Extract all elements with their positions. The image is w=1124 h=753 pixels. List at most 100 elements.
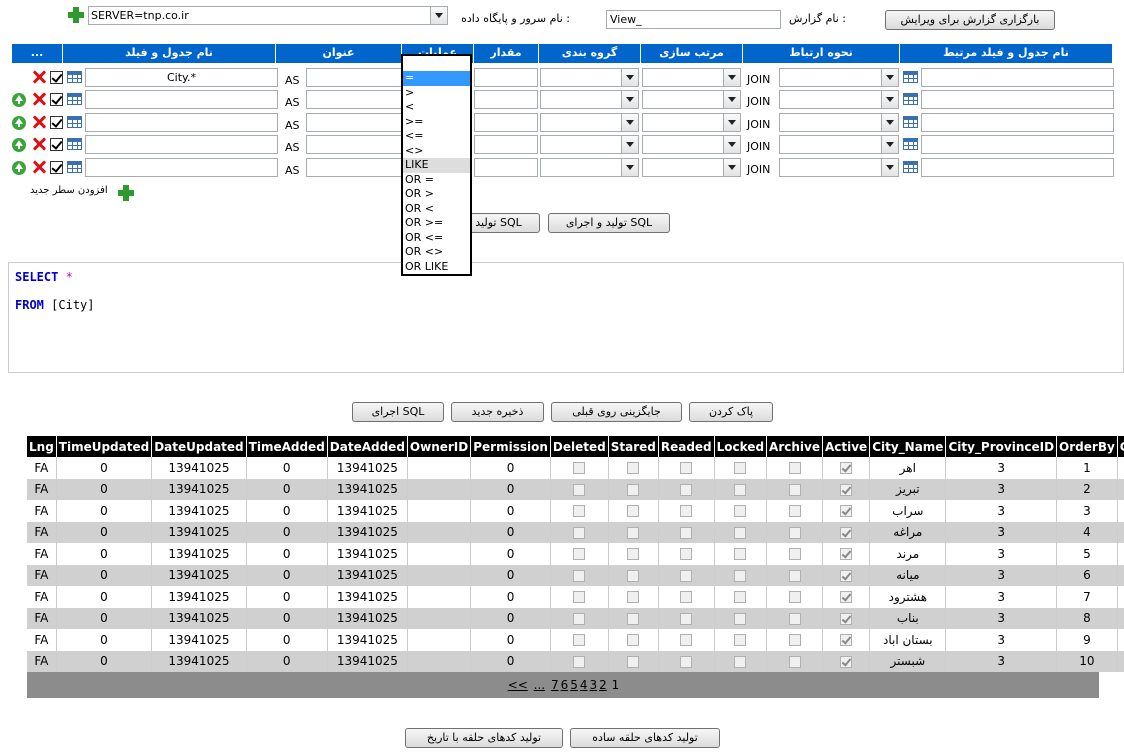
row-enabled-checkbox[interactable] <box>50 116 63 129</box>
value-input[interactable] <box>474 135 538 154</box>
value-input[interactable] <box>474 90 538 109</box>
move-up-icon[interactable] <box>12 161 26 175</box>
row-enabled-checkbox[interactable] <box>50 93 63 106</box>
clear-button[interactable]: پاک کردن <box>689 402 773 422</box>
report-name-input[interactable] <box>606 10 781 29</box>
row-enabled-checkbox[interactable] <box>50 138 63 151</box>
field-picker-icon[interactable] <box>67 71 82 83</box>
sort-select[interactable] <box>642 135 741 154</box>
value-input[interactable] <box>474 158 538 177</box>
generate-sql-button[interactable]: تولید SQL <box>457 213 540 233</box>
column-header[interactable]: Stared <box>608 436 659 457</box>
related-field-input[interactable] <box>921 135 1114 154</box>
join-type-select[interactable] <box>779 135 899 154</box>
operator-option[interactable]: LIKE <box>403 158 470 173</box>
title-input[interactable] <box>306 68 402 87</box>
field-picker-icon[interactable] <box>67 161 82 173</box>
run-sql-button[interactable]: اجرای SQL <box>352 402 444 422</box>
row-enabled-checkbox[interactable] <box>50 161 63 174</box>
column-header[interactable]: OwnerID <box>407 436 472 457</box>
pager-page-link[interactable]: 2 <box>599 678 607 692</box>
loop-simple-button[interactable]: تولید کدهای حلقه ساده <box>570 728 720 748</box>
table-picker-icon[interactable] <box>903 161 918 173</box>
add-row-label[interactable]: افزودن سطر جدید <box>30 185 108 196</box>
column-header[interactable]: TimeUpdated <box>56 436 153 457</box>
column-header[interactable]: TimeAdded <box>246 436 328 457</box>
related-field-input[interactable] <box>921 68 1114 87</box>
save-new-button[interactable]: ذخیره جدید <box>451 402 544 422</box>
table-field-input[interactable] <box>85 90 278 109</box>
group-select[interactable] <box>540 135 639 154</box>
value-input[interactable] <box>474 68 538 87</box>
sql-editor[interactable]: SELECT * FROM [City] <box>8 262 1124 373</box>
operator-option[interactable]: OR >= <box>405 216 444 229</box>
operator-option[interactable]: <> <box>405 143 424 157</box>
column-header[interactable]: Archive <box>766 436 823 457</box>
server-select[interactable]: SERVER=tnp.co.ir <box>88 6 448 25</box>
table-field-input[interactable] <box>85 158 278 177</box>
operator-option[interactable]: >= <box>405 114 424 128</box>
generate-run-sql-button[interactable]: تولید و اجرای SQL <box>548 213 670 233</box>
operator-option[interactable]: OR <= <box>405 230 444 244</box>
pager-page-link[interactable]: 4 <box>579 678 588 692</box>
column-header[interactable]: Lng <box>27 436 57 457</box>
sort-select[interactable] <box>642 68 741 87</box>
operator-option[interactable]: = <box>403 71 470 86</box>
column-header[interactable]: OrderBy <box>1056 436 1118 457</box>
column-header[interactable]: Active <box>822 436 871 457</box>
column-header[interactable]: Readed <box>658 436 715 457</box>
table-field-input[interactable] <box>85 113 278 132</box>
replace-button[interactable]: جایگزینی روی قبلی <box>551 402 682 422</box>
table-picker-icon[interactable] <box>903 93 918 105</box>
column-header[interactable]: City_ID <box>1117 436 1124 457</box>
operator-option[interactable]: < <box>405 100 415 113</box>
operator-dropdown-list[interactable]: = > < >= <= <> LIKE OR = OR > OR < OR >= OR <= OR <>… <box>401 54 472 276</box>
pager-page-link[interactable]: 3 <box>589 678 598 692</box>
value-input[interactable] <box>474 113 538 132</box>
delete-row-icon[interactable] <box>32 70 46 84</box>
delete-row-icon[interactable] <box>32 92 46 106</box>
field-picker-icon[interactable] <box>67 138 82 150</box>
related-field-input[interactable] <box>921 158 1114 177</box>
operator-option[interactable]: OR = <box>405 172 435 186</box>
sort-select[interactable] <box>642 158 741 177</box>
column-header[interactable]: Locked <box>714 436 768 457</box>
pager-page-link[interactable]: 5 <box>570 678 578 692</box>
column-header[interactable]: DateUpdated <box>151 436 247 457</box>
pager-page-link[interactable]: 7 <box>550 678 559 692</box>
column-header[interactable]: City_Name <box>869 436 947 457</box>
column-header[interactable]: Deleted <box>550 436 609 457</box>
table-picker-icon[interactable] <box>903 138 918 150</box>
title-input[interactable] <box>306 158 402 177</box>
table-field-input[interactable] <box>85 135 278 154</box>
join-type-select[interactable] <box>779 158 899 177</box>
pager-dots[interactable]: ... <box>533 678 546 692</box>
operator-option[interactable]: OR <> <box>405 245 444 258</box>
field-picker-icon[interactable] <box>67 116 82 128</box>
operator-option[interactable]: OR < <box>405 201 435 215</box>
table-picker-icon[interactable] <box>903 71 918 83</box>
title-input[interactable] <box>306 90 402 109</box>
column-header[interactable]: City_ProvinceID <box>945 436 1058 457</box>
related-field-input[interactable] <box>921 90 1114 109</box>
move-up-icon[interactable] <box>12 116 26 130</box>
join-type-select[interactable] <box>779 90 899 109</box>
delete-row-icon[interactable] <box>32 137 46 151</box>
table-field-input[interactable] <box>85 68 278 87</box>
group-select[interactable] <box>540 113 639 132</box>
operator-option[interactable]: OR LIKE <box>405 259 449 273</box>
operator-option[interactable]: <= <box>405 129 424 142</box>
group-select[interactable] <box>540 158 639 177</box>
load-report-button[interactable]: بارگزاری گزارش برای ویرایش <box>885 10 1055 30</box>
operator-option-blank[interactable] <box>403 56 470 71</box>
pager-page-link[interactable]: 6 <box>560 678 569 692</box>
delete-row-icon[interactable] <box>32 115 46 129</box>
join-type-select[interactable] <box>779 68 899 87</box>
move-up-icon[interactable] <box>12 93 26 107</box>
move-up-icon[interactable] <box>12 138 26 152</box>
field-picker-icon[interactable] <box>67 93 82 105</box>
column-header[interactable]: Permission <box>470 436 551 457</box>
sort-select[interactable] <box>642 90 741 109</box>
operator-option[interactable]: OR > <box>405 187 435 200</box>
operator-option[interactable]: > <box>405 85 415 99</box>
